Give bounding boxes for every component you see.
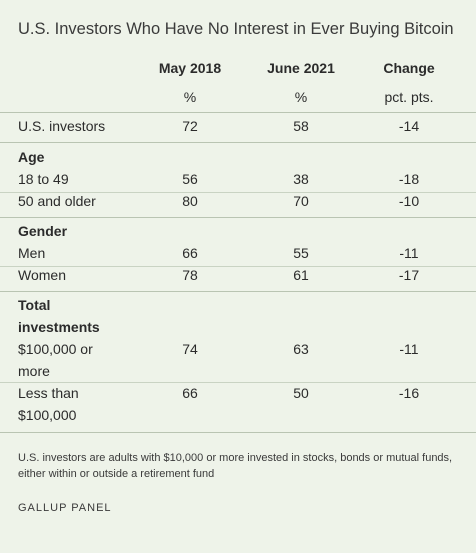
- row-label: more: [18, 363, 50, 379]
- section-header: Age: [0, 149, 476, 171]
- source-label: GALLUP PANEL: [18, 502, 112, 514]
- row-label: 50 and older: [18, 193, 96, 209]
- chart-title: U.S. Investors Who Have No Interest in E…: [18, 20, 454, 38]
- table-row: Women 78 61 -17: [18, 267, 420, 283]
- row-label: $100,000 or: [18, 341, 93, 357]
- row-label: U.S. investors: [18, 118, 106, 134]
- section-label: Age: [18, 149, 45, 165]
- row-divider: [0, 382, 476, 383]
- section-header: Total investments: [0, 297, 476, 343]
- row-divider: [0, 192, 476, 193]
- row-divider: [0, 266, 476, 267]
- row-label: Women: [18, 267, 66, 283]
- section-label: Gender: [18, 223, 68, 239]
- units-row: % % pct. pts.: [183, 89, 434, 105]
- section-divider: [0, 217, 476, 218]
- table-row: Less than $100,000 66 50 -16: [18, 385, 420, 423]
- section-header: Gender: [0, 223, 476, 245]
- footnote: U.S. investors are adults with $10,000 o…: [18, 452, 453, 480]
- row-label: Men: [18, 245, 46, 261]
- table-row: 18 to 49 56 38 -18: [18, 171, 420, 187]
- table-row: 50 and older 80 70 -10: [18, 193, 420, 209]
- row-label: 18 to 49: [18, 171, 69, 187]
- section-label: Total: [18, 297, 51, 313]
- column-header-row: May 2018 June 2021 Change: [158, 60, 435, 76]
- section-divider: [0, 291, 476, 292]
- header-divider: [0, 112, 476, 113]
- table-bottom-divider: [0, 432, 476, 433]
- table-row: Men 66 55 -11: [18, 245, 419, 261]
- table-row: U.S. investors 72 58 -14: [18, 118, 420, 134]
- table-row: $100,000 or more 74 63 -11: [18, 341, 419, 379]
- section-divider: [0, 142, 476, 143]
- section-label: investments: [18, 319, 100, 335]
- row-label: $100,000: [18, 407, 77, 423]
- row-label: Less than: [18, 385, 79, 401]
